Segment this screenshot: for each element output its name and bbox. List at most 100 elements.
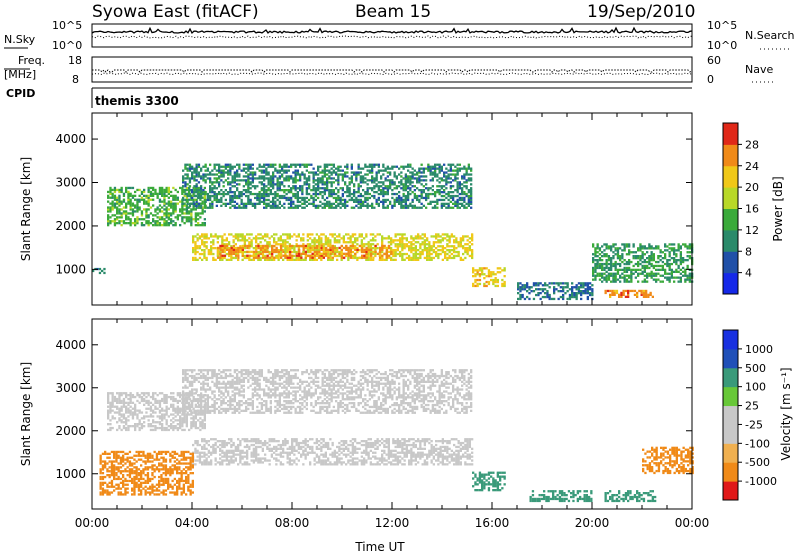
data-cell — [458, 196, 461, 200]
data-cell — [116, 198, 119, 201]
data-cell — [184, 409, 187, 412]
data-cell — [277, 250, 280, 253]
data-cell — [447, 163, 450, 166]
data-cell — [184, 198, 187, 202]
data-cell — [517, 292, 520, 295]
data-cell — [457, 243, 460, 246]
data-cell — [347, 252, 350, 255]
data-cell — [413, 192, 416, 196]
data-cell — [240, 202, 243, 205]
data-cell — [374, 252, 377, 256]
data-cell — [463, 206, 466, 209]
data-cell — [277, 239, 280, 242]
data-cell — [268, 245, 271, 248]
data-cell — [265, 189, 268, 192]
data-cell — [315, 249, 318, 252]
data-cell — [188, 210, 191, 213]
data-cell — [374, 254, 377, 258]
data-cell — [645, 293, 648, 296]
data-cell — [179, 392, 182, 395]
data-cell — [291, 244, 294, 248]
data-cell — [213, 181, 216, 184]
data-cell — [353, 206, 356, 209]
data-cell — [323, 187, 326, 190]
data-cell — [316, 246, 319, 250]
data-cell — [218, 169, 221, 172]
data-cell — [197, 397, 200, 401]
data-cell — [601, 272, 604, 275]
data-cell — [216, 252, 219, 256]
data-cell — [657, 264, 660, 268]
data-cell — [194, 417, 197, 420]
data-cell — [210, 249, 213, 252]
data-cell — [414, 252, 417, 256]
data-cell — [686, 259, 689, 262]
data-cell — [418, 171, 421, 174]
data-cell — [418, 177, 421, 180]
data-cell — [232, 247, 235, 250]
data-cell — [199, 417, 202, 420]
data-cell — [184, 163, 187, 166]
data-cell — [215, 407, 218, 411]
data-cell — [407, 185, 410, 188]
data-cell — [260, 165, 263, 168]
data-cell — [366, 191, 369, 194]
data-cell — [255, 241, 258, 244]
data-cell — [643, 274, 646, 277]
data-cell — [377, 163, 380, 166]
data-cell — [149, 206, 153, 209]
data-cell — [188, 382, 192, 385]
data-cell — [138, 208, 141, 211]
data-cell — [673, 276, 676, 279]
data-cell — [203, 252, 206, 256]
data-cell — [616, 251, 620, 254]
data-cell — [400, 204, 403, 207]
data-cell — [136, 188, 139, 192]
data-cell — [370, 252, 373, 255]
data-cell — [652, 272, 655, 275]
data-cell — [194, 224, 197, 227]
data-cell — [113, 395, 117, 399]
data-cell — [366, 198, 369, 202]
data-cell — [269, 206, 272, 209]
data-cell — [675, 259, 678, 262]
data-cell — [245, 171, 248, 174]
data-cell — [612, 280, 615, 283]
data-cell — [409, 204, 412, 207]
data-cell — [429, 171, 432, 174]
data-cell — [462, 258, 465, 261]
data-cell — [194, 405, 197, 408]
data-cell — [607, 257, 611, 260]
data-cell — [188, 403, 191, 406]
data-cell — [147, 392, 150, 395]
data-cell — [297, 235, 300, 238]
data-cell — [425, 175, 428, 178]
data-cell — [236, 206, 239, 209]
data-cell — [357, 206, 360, 209]
data-cell — [241, 233, 244, 236]
data-cell — [201, 224, 204, 227]
data-cell — [125, 212, 128, 215]
data-cell — [205, 256, 208, 260]
data-cell — [592, 259, 595, 262]
data-cell — [185, 210, 188, 213]
data-cell — [353, 173, 356, 176]
data-cell — [363, 248, 366, 251]
data-cell — [229, 206, 232, 209]
freq-tick-top: 18 — [68, 54, 82, 67]
data-cell — [465, 206, 468, 209]
data-cell — [550, 297, 554, 301]
data-cell — [332, 202, 335, 205]
data-cell — [267, 165, 270, 168]
data-cell — [163, 401, 166, 404]
data-cell — [192, 423, 195, 426]
data-cell — [136, 409, 139, 412]
data-cell — [677, 264, 680, 268]
data-cell — [195, 189, 198, 192]
data-cell — [109, 392, 112, 395]
data-cell — [161, 419, 164, 422]
data-cell — [337, 175, 340, 178]
data-cell — [206, 376, 209, 380]
data-cell — [143, 198, 146, 201]
data-cell — [131, 210, 135, 213]
